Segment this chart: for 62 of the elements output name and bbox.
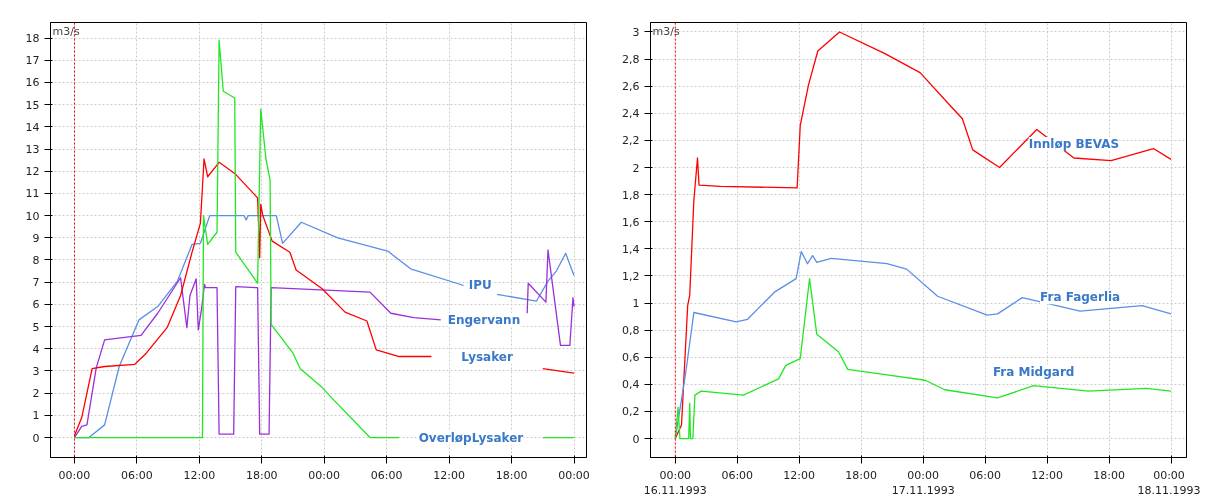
text: Lysaker bbox=[461, 349, 513, 364]
y-tick-label: 12 bbox=[25, 165, 40, 179]
y-tick-label: 0,2 bbox=[622, 405, 640, 419]
x-tick-label: 00:00 bbox=[558, 468, 590, 482]
y-tick-label: 13 bbox=[25, 143, 40, 157]
series-label: IPU bbox=[468, 278, 492, 293]
y-tick-label: 1,6 bbox=[622, 215, 640, 229]
y-tick-label: 1 bbox=[32, 409, 40, 423]
y-tick-label: 15 bbox=[25, 98, 40, 112]
x-tick-label: 18:00 bbox=[845, 468, 878, 482]
y-tick-label: 16 bbox=[25, 76, 40, 90]
x-tick-label: 06:00 bbox=[121, 468, 153, 482]
x-tick-label: 06:00 bbox=[969, 468, 1001, 482]
y-tick-label: 2 bbox=[32, 387, 40, 401]
y-tick-label: 0,4 bbox=[622, 378, 640, 392]
x-tick-label: 06:00 bbox=[370, 468, 403, 482]
x-tick-label: 12:00 bbox=[783, 468, 816, 482]
x-tick-label: 12:00 bbox=[1031, 468, 1063, 482]
y-tick-label: 8 bbox=[32, 253, 40, 267]
x-tick-label: 12:00 bbox=[433, 468, 465, 482]
y-tick-label: 14 bbox=[25, 120, 40, 134]
y-tick-label: 5 bbox=[32, 320, 40, 334]
y-tick-label: 9 bbox=[32, 231, 40, 245]
y-tick-label: 17 bbox=[25, 54, 40, 68]
x-tick-label: 18:00 bbox=[1093, 468, 1125, 482]
series-label: Engervann bbox=[447, 312, 521, 327]
series-label: Innløp BEVAS bbox=[1028, 137, 1120, 152]
x-tick-label: 00:00 16.11.1993 bbox=[643, 468, 707, 498]
y-tick-label: 1 bbox=[632, 297, 640, 311]
y-tick-label: 2,6 bbox=[622, 80, 640, 94]
y-tick-label: 3 bbox=[632, 25, 640, 39]
series-label: Fra Fagerlia bbox=[1040, 290, 1121, 305]
x-tick-label: 18:00 bbox=[245, 468, 278, 482]
x-tick-label: 06:00 bbox=[721, 468, 754, 482]
y-tick-label: 2,4 bbox=[622, 107, 640, 121]
x-tick-label: 12:00 bbox=[183, 468, 216, 482]
y-tick-label: 1,2 bbox=[622, 269, 640, 283]
y-tick-label: 7 bbox=[32, 276, 40, 290]
series-label: Fra Midgard bbox=[992, 364, 1075, 379]
x-tick-label: 18:00 bbox=[495, 468, 528, 482]
series-label: OverløpLysaker bbox=[418, 430, 524, 445]
y-axis-title: m3/s bbox=[652, 24, 680, 38]
y-tick-label: 10 bbox=[25, 209, 40, 223]
y-tick-label: 1,8 bbox=[622, 188, 640, 202]
y-tick-label: 0,6 bbox=[622, 351, 640, 365]
x-tick-label: 00:00 bbox=[308, 468, 341, 482]
y-tick-label: 0,8 bbox=[622, 324, 640, 338]
y-tick-label: 2,8 bbox=[622, 53, 640, 67]
y-tick-label: 0 bbox=[632, 432, 640, 446]
y-tick-label: 11 bbox=[25, 187, 40, 201]
x-tick-label: 00:00 bbox=[58, 468, 91, 482]
y-tick-label: 1,4 bbox=[622, 242, 640, 256]
y-tick-label: 2,2 bbox=[622, 134, 640, 148]
x-tick-label: 00:00 18.11.1993 bbox=[1137, 468, 1201, 498]
y-axis-title: m3/s bbox=[52, 24, 80, 38]
y-tick-label: 6 bbox=[32, 298, 40, 312]
y-tick-label: 2 bbox=[632, 161, 640, 175]
y-tick-label: 0 bbox=[32, 431, 40, 445]
y-tick-label: 3 bbox=[32, 364, 40, 378]
y-tick-label: 18 bbox=[25, 32, 40, 46]
y-tick-label: 4 bbox=[32, 342, 40, 356]
x-tick-label: 00:00 17.11.1993 bbox=[891, 468, 955, 498]
